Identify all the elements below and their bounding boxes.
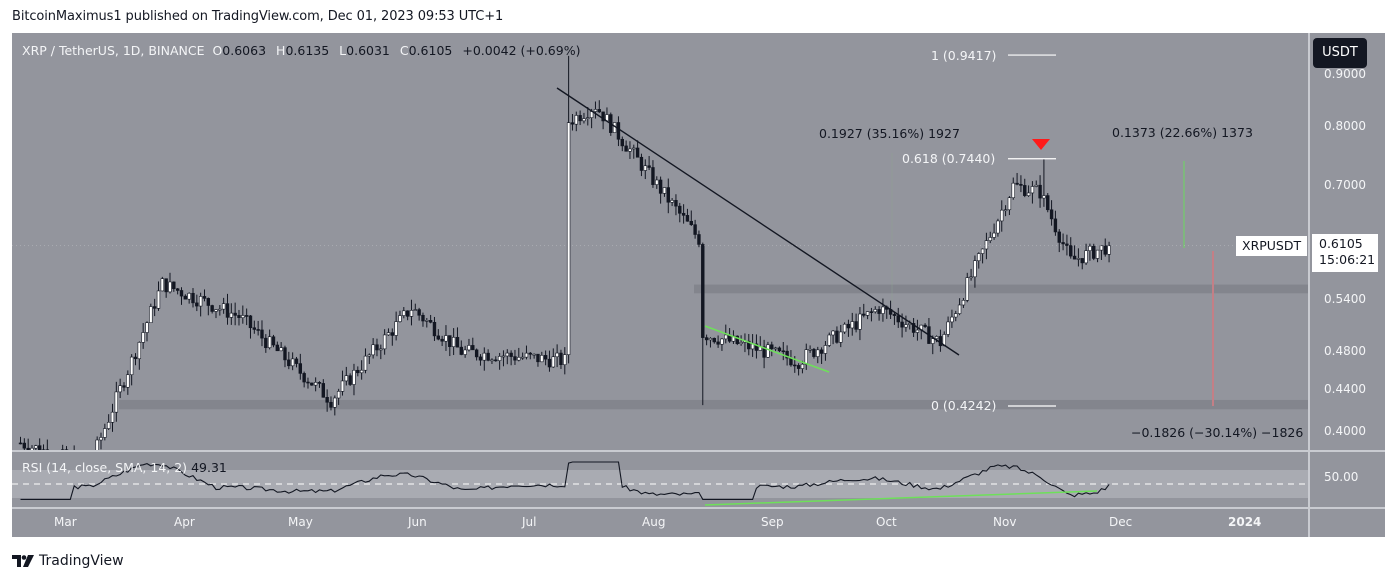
- open-value: 0.6063: [222, 43, 267, 58]
- open-label: O: [212, 43, 223, 58]
- horizontal-zone[interactable]: [694, 284, 1308, 294]
- fib-level-0618-label: 0.618 (0.7440): [902, 151, 996, 166]
- bar-countdown: 15:06:21: [1319, 252, 1376, 267]
- publish-info: BitcoinMaximus1 published on TradingView…: [12, 9, 504, 24]
- pane-separator[interactable]: [12, 450, 1385, 452]
- close-value: 0.6105: [408, 43, 453, 58]
- time-axis[interactable]: Mar Apr May Jun Jul Aug Sep Oct Nov Dec 2024: [12, 509, 1308, 537]
- fib-level-0-label: 0 (0.4242): [931, 398, 997, 413]
- time-axis-label: Jun: [408, 515, 427, 529]
- rsi-line: [20, 461, 1110, 500]
- time-axis-label: May: [288, 515, 313, 529]
- horizontal-zone[interactable]: [119, 399, 1308, 410]
- price-axis-separator: [1308, 33, 1310, 537]
- time-axis-label: Dec: [1109, 515, 1133, 529]
- rsi-pane[interactable]: [12, 452, 1308, 507]
- price-axis-label: 0.4800: [1324, 343, 1366, 358]
- logo-text: TradingView: [39, 553, 124, 569]
- time-axis-label: Aug: [642, 515, 666, 529]
- last-price: 0.6105: [1319, 236, 1363, 251]
- symbol-title: XRP / TetherUS, 1D, BINANCE: [22, 43, 205, 58]
- candlestick-chart[interactable]: [12, 33, 1308, 450]
- high-value: 0.6135: [285, 43, 330, 58]
- bearish-marker-icon: [1032, 139, 1050, 150]
- price-axis-label: 0.5400: [1324, 291, 1366, 306]
- time-axis-label: Jul: [522, 515, 537, 529]
- time-axis-label: Nov: [993, 515, 1017, 529]
- rsi-title: RSI (14, close, SMA, 14, 2): [22, 460, 188, 475]
- time-axis-label: Mar: [54, 515, 77, 529]
- ohlc-legend: XRP / TetherUS, 1D, BINANCE O0.6063 H0.6…: [22, 43, 580, 58]
- rsi-axis-label: 50.00: [1324, 470, 1359, 484]
- rsi-axis[interactable]: 50.00: [1310, 452, 1385, 507]
- change-value: +0.0042 (+0.69%): [462, 43, 581, 58]
- descending-trendline[interactable]: [556, 87, 960, 356]
- tradingview-logo[interactable]: TradingView: [12, 553, 124, 569]
- price-axis-label: 0.4000: [1324, 423, 1366, 438]
- price-pane[interactable]: [12, 33, 1308, 450]
- price-axis-label: 0.9000: [1324, 67, 1366, 81]
- measure-lower-right: −0.1826 (−30.14%) −1826: [1131, 425, 1304, 440]
- tradingview-logo-icon: [12, 555, 34, 567]
- price-axis-label: 0.8000: [1324, 118, 1366, 133]
- axis-separator: [12, 507, 1385, 509]
- measure-upper-left: 0.1927 (35.16%) 1927: [819, 126, 960, 141]
- rsi-divergence-line[interactable]: [704, 490, 1098, 506]
- time-axis-label: Sep: [761, 515, 784, 529]
- last-price-tag: 0.6105 15:06:21: [1312, 234, 1378, 272]
- rsi-legend: RSI (14, close, SMA, 14, 2) 49.31: [22, 460, 227, 475]
- candles: [18, 55, 1111, 450]
- rsi-value: 49.31: [191, 460, 227, 475]
- price-axis-label: 0.4400: [1324, 381, 1366, 396]
- fib-level-1-label: 1 (0.9417): [931, 48, 997, 63]
- price-divergence-line[interactable]: [704, 325, 830, 373]
- low-label: L: [339, 43, 347, 58]
- symbol-price-tag: XRPUSDT: [1236, 236, 1308, 256]
- time-axis-label: 2024: [1228, 515, 1262, 529]
- time-axis-label: Oct: [876, 515, 897, 529]
- currency-button[interactable]: USDT: [1313, 38, 1367, 68]
- low-value: 0.6031: [346, 43, 390, 58]
- price-axis-label: 0.7000: [1324, 177, 1366, 192]
- rsi-chart[interactable]: [12, 452, 1308, 507]
- high-label: H: [276, 43, 286, 58]
- time-axis-label: Apr: [174, 515, 195, 529]
- axis-corner: [1310, 509, 1385, 537]
- measure-upper-right: 0.1373 (22.66%) 1373: [1112, 125, 1253, 140]
- close-label: C: [399, 43, 409, 58]
